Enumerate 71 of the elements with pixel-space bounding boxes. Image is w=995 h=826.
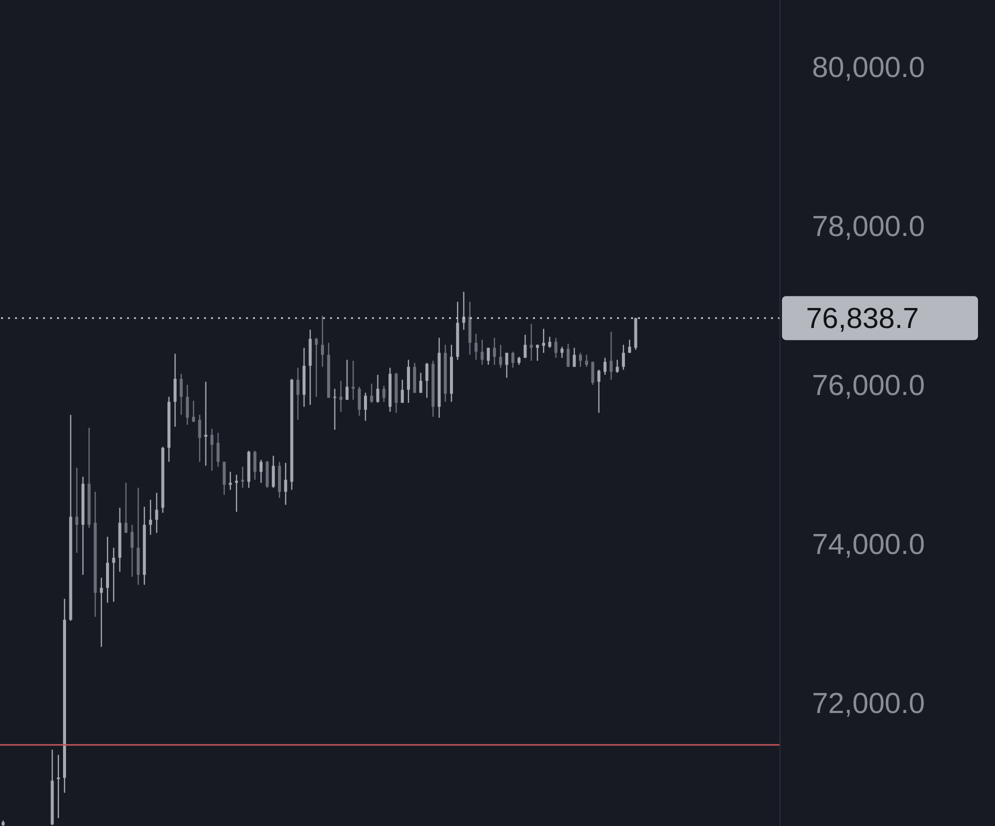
y-tick-label: 76,000.0 xyxy=(812,370,925,402)
candlestick xyxy=(628,339,632,354)
candlestick xyxy=(56,754,60,819)
candlestick xyxy=(370,383,374,404)
ref-line-label: 76,838.7 xyxy=(806,303,919,336)
candlestick xyxy=(597,369,600,414)
candlestick xyxy=(284,462,288,506)
candlestick xyxy=(604,357,607,376)
candlestick xyxy=(591,361,594,386)
candlestick xyxy=(204,381,208,466)
candlestick xyxy=(346,359,349,400)
candlestick xyxy=(486,347,490,366)
candlestick xyxy=(358,386,361,416)
candlestick xyxy=(155,492,158,534)
candlestick xyxy=(241,466,244,488)
candlestick xyxy=(425,362,428,398)
candlestick xyxy=(320,315,324,368)
candlestick xyxy=(130,524,134,578)
y-tick-label: 78,000.0 xyxy=(812,211,925,244)
candlestick xyxy=(174,353,177,428)
y-tick-label: 74,000.0 xyxy=(812,529,925,562)
candlestick xyxy=(554,337,558,358)
y-tick-label: 72,000.0 xyxy=(812,688,925,720)
candlestick xyxy=(186,384,189,426)
candlestick xyxy=(149,499,152,536)
candlestick xyxy=(314,337,318,398)
candlestick xyxy=(406,359,410,404)
candlestick xyxy=(228,471,232,490)
candlestick xyxy=(610,331,613,380)
candlestick xyxy=(492,337,496,366)
candlestick xyxy=(548,336,552,348)
candlestick xyxy=(180,373,183,416)
candlestick xyxy=(272,455,275,488)
candlestick xyxy=(296,367,300,420)
candlestick xyxy=(536,344,539,362)
candlestick xyxy=(474,333,478,360)
candlestick xyxy=(124,482,128,534)
candlestick xyxy=(382,385,386,402)
candlestick xyxy=(192,400,196,422)
candlestick xyxy=(566,343,570,368)
candlestick xyxy=(364,392,367,422)
candlestick xyxy=(572,347,576,368)
candlestick xyxy=(560,346,564,358)
candlestick xyxy=(253,450,256,480)
candlestick xyxy=(511,351,514,368)
candlestick xyxy=(198,414,202,462)
candlestick xyxy=(75,467,78,554)
candlestick xyxy=(260,459,263,484)
candlestick xyxy=(530,323,533,362)
candlestick xyxy=(339,380,342,412)
candlestick xyxy=(419,372,422,394)
candlestick xyxy=(524,334,527,358)
candlestick xyxy=(352,360,355,400)
candlestick xyxy=(542,328,546,354)
candlestick xyxy=(480,339,484,366)
candlestick xyxy=(499,344,502,368)
candlestick xyxy=(376,374,380,404)
candlestick xyxy=(616,359,619,374)
candlestick xyxy=(585,354,588,368)
candlestick xyxy=(333,388,336,430)
candlestick xyxy=(578,352,582,368)
candlestick xyxy=(222,461,226,496)
y-tick-label: 80,000.0 xyxy=(812,52,925,84)
candlestick xyxy=(210,428,214,472)
candlestick xyxy=(505,352,508,378)
candlestick xyxy=(112,547,116,602)
candlestick xyxy=(100,577,103,648)
candlestick xyxy=(235,474,238,512)
candlestick xyxy=(400,379,404,404)
candlestick xyxy=(216,432,220,468)
candlestick xyxy=(622,344,625,370)
